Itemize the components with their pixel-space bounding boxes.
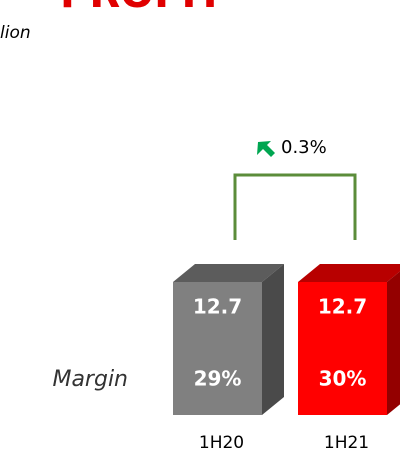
margin-label: 30%: [319, 367, 367, 391]
chart-subtitle: lion: [0, 23, 31, 43]
value-label: 12.7: [318, 295, 367, 319]
value-label: 12.7: [193, 295, 242, 319]
bar-top: [173, 264, 284, 282]
bar-side: [387, 271, 400, 415]
bar-side: [262, 264, 284, 415]
x-tick-label: 1H20: [199, 433, 244, 453]
series-label: Margin: [52, 367, 128, 392]
bar: [298, 282, 387, 415]
bar: [173, 282, 262, 415]
x-tick-label: 1H21: [324, 433, 369, 453]
annotation: 0.3%: [281, 137, 327, 158]
chart-title: PROFIT: [60, 0, 224, 17]
bar-top: [298, 264, 400, 282]
margin-label: 29%: [194, 367, 242, 391]
bracket: [233, 173, 357, 240]
up-arrow: [257, 141, 275, 157]
